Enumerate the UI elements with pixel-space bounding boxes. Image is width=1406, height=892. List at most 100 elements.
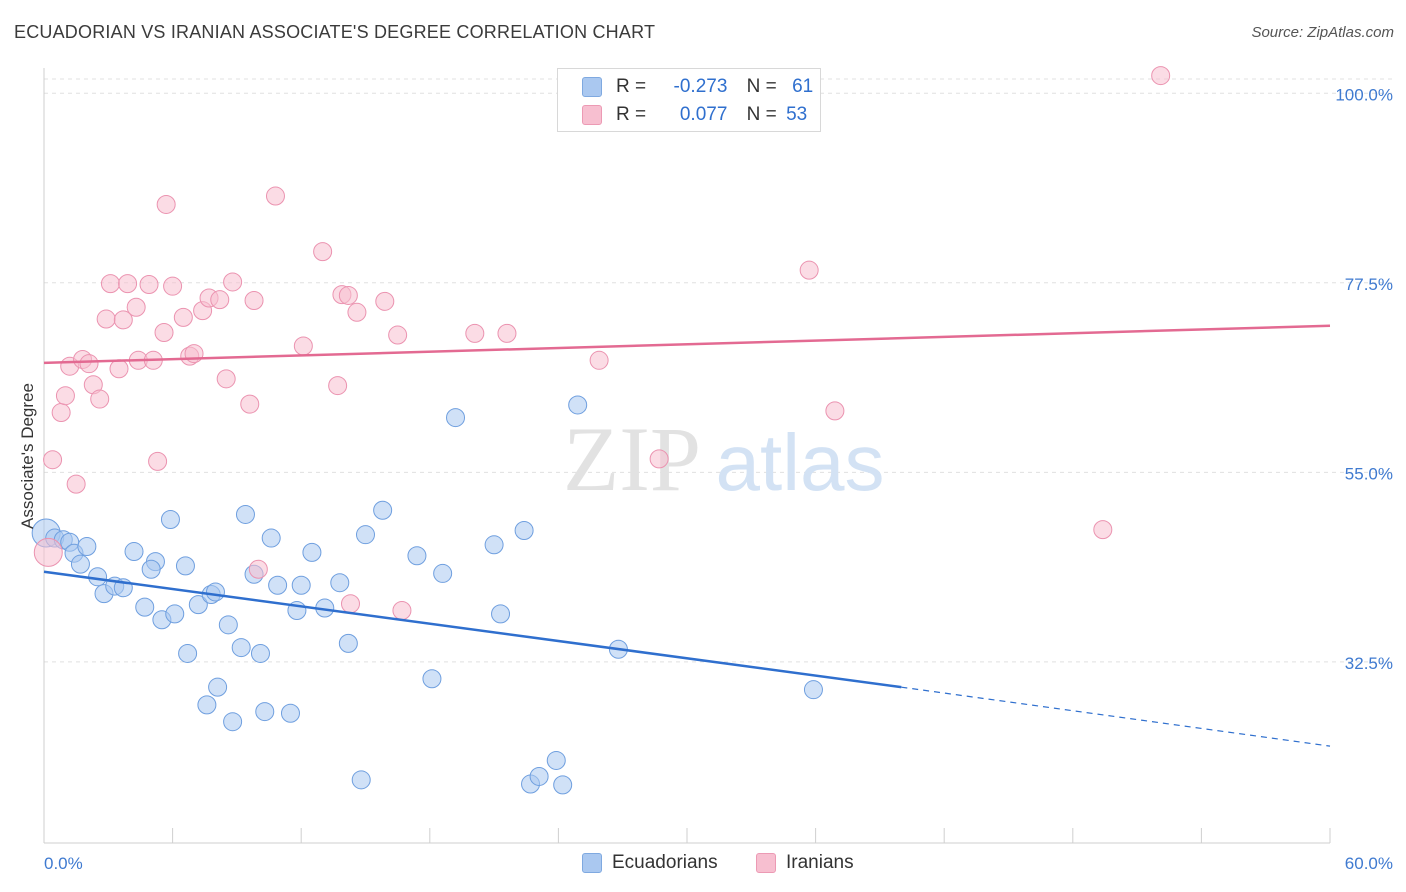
ecuadorian-point <box>231 638 251 658</box>
watermark-atlas: atlas <box>716 418 885 507</box>
ecuadorian-point <box>70 554 90 574</box>
chart-source: Source: ZipAtlas.com <box>1251 24 1394 41</box>
legend-n-value-iranians: 53 <box>786 104 808 125</box>
ecuadorian-point <box>205 582 225 602</box>
iranian-point <box>148 451 168 471</box>
iranian-point <box>589 350 609 370</box>
legend-r-value-iranians: 0.077 <box>679 104 728 125</box>
iranian-point <box>51 403 71 423</box>
iranian-point <box>96 309 116 329</box>
x-tick-label-min: 0.0% <box>44 854 83 873</box>
iranian-point <box>244 291 264 310</box>
iranian-point <box>338 285 358 305</box>
iranian-point <box>210 290 230 310</box>
ecuadorian-point <box>135 597 155 617</box>
ecuadorian-point <box>208 677 228 697</box>
ecuadorian-point <box>514 520 534 540</box>
ecuadorian-point <box>255 702 275 722</box>
iranian-point <box>156 194 176 214</box>
ecuadorian-point <box>178 643 198 663</box>
ecuadorian-point <box>141 559 161 579</box>
iranian-point <box>497 323 517 343</box>
bottom-legend-swatch-iranians <box>756 853 776 873</box>
iranian-point <box>118 274 138 294</box>
ecuadorian-point <box>77 536 97 556</box>
bottom-legend-label-iranians: Iranians <box>786 852 854 873</box>
iranian-point <box>216 369 236 389</box>
iranian-point <box>240 394 260 414</box>
ecuadorian-point <box>124 542 144 562</box>
iranian-point <box>43 450 63 470</box>
iranian-point <box>154 323 174 343</box>
ecuadorian-point <box>235 504 255 524</box>
ecuadorian-point <box>407 546 427 566</box>
bottom-legend-label-ecuadorians: Ecuadorians <box>612 852 718 873</box>
iranian-point <box>649 449 669 469</box>
ecuadorian-point <box>197 695 217 715</box>
ecuadorian-point <box>165 604 185 624</box>
trend-lines <box>43 324 1331 747</box>
iranian-point <box>293 336 313 356</box>
ecuadorian-point <box>446 408 466 428</box>
ecuadorian-point <box>330 573 350 593</box>
iranian-point <box>113 310 133 330</box>
legend-swatch-iranians <box>582 105 602 125</box>
legend-r-label: R = <box>616 104 647 125</box>
y-tick-label: 32.5% <box>1345 654 1393 673</box>
ecuadorian-point <box>261 528 281 548</box>
ecuadorian-point <box>302 542 322 562</box>
ecuadorian-point <box>268 575 288 595</box>
ecuadorian-point <box>422 669 442 689</box>
ecuadorian-point <box>356 525 375 545</box>
ecuadorian-point <box>160 510 180 530</box>
ecuadorian-point <box>175 556 195 576</box>
iranian-point <box>248 559 268 579</box>
iranian-point <box>66 474 86 494</box>
ecuadorian-point <box>223 712 243 732</box>
iranian-point <box>1151 66 1171 86</box>
chart-title: ECUADORIAN VS IRANIAN ASSOCIATE'S DEGREE… <box>14 22 656 42</box>
ecuadorian-point <box>529 766 549 786</box>
iranian-point <box>825 401 845 421</box>
y-tick-label: 77.5% <box>1345 275 1393 294</box>
legend-n-label: N = <box>746 76 777 97</box>
legend-n-value-ecuadorians: 61 <box>792 76 814 97</box>
ecuadorian-point <box>803 680 823 700</box>
ecuadorians-trend-line <box>43 570 902 689</box>
ecuadorian-point <box>218 615 238 635</box>
iranian-point <box>126 297 146 317</box>
y-tick-label: 100.0% <box>1335 85 1393 104</box>
iranian-point <box>465 323 485 343</box>
legend-r-value-ecuadorians: -0.273 <box>673 76 728 97</box>
iranian-point <box>109 359 129 379</box>
iranians-points <box>33 66 1171 620</box>
ecuadorian-point <box>568 395 588 415</box>
ecuadorian-point <box>484 535 504 555</box>
iranian-point <box>388 325 408 345</box>
ecuadorian-point <box>280 703 300 723</box>
ecuadorians-points <box>31 395 823 795</box>
ecuadorian-point <box>373 500 393 520</box>
ecuadorian-point <box>433 563 453 583</box>
watermark-zip: ZIP <box>563 408 701 510</box>
iranian-point <box>328 376 348 396</box>
iranian-point <box>223 272 243 292</box>
ecuadorian-point <box>291 575 311 595</box>
ecuadorian-point <box>338 633 358 653</box>
bottom-legend-swatch-ecuadorians <box>582 853 602 873</box>
y-tick-label: 55.0% <box>1345 464 1393 483</box>
legend-swatch-ecuadorians <box>582 77 602 97</box>
tick-labels: 32.5% 55.0% 77.5% 100.0% 0.0% 60.0% <box>44 85 1393 873</box>
y-axis-label: Associate's Degree <box>18 383 37 529</box>
ecuadorian-point <box>88 567 108 587</box>
iranian-point <box>375 291 395 311</box>
iranian-point <box>90 389 110 409</box>
ecuadorian-point <box>188 595 208 615</box>
ecuadorian-point <box>553 775 573 795</box>
iranian-point <box>100 274 120 294</box>
iranian-point <box>265 186 285 206</box>
iranian-point <box>33 537 63 567</box>
iranian-point <box>799 260 819 280</box>
ecuadorian-point <box>491 604 511 624</box>
